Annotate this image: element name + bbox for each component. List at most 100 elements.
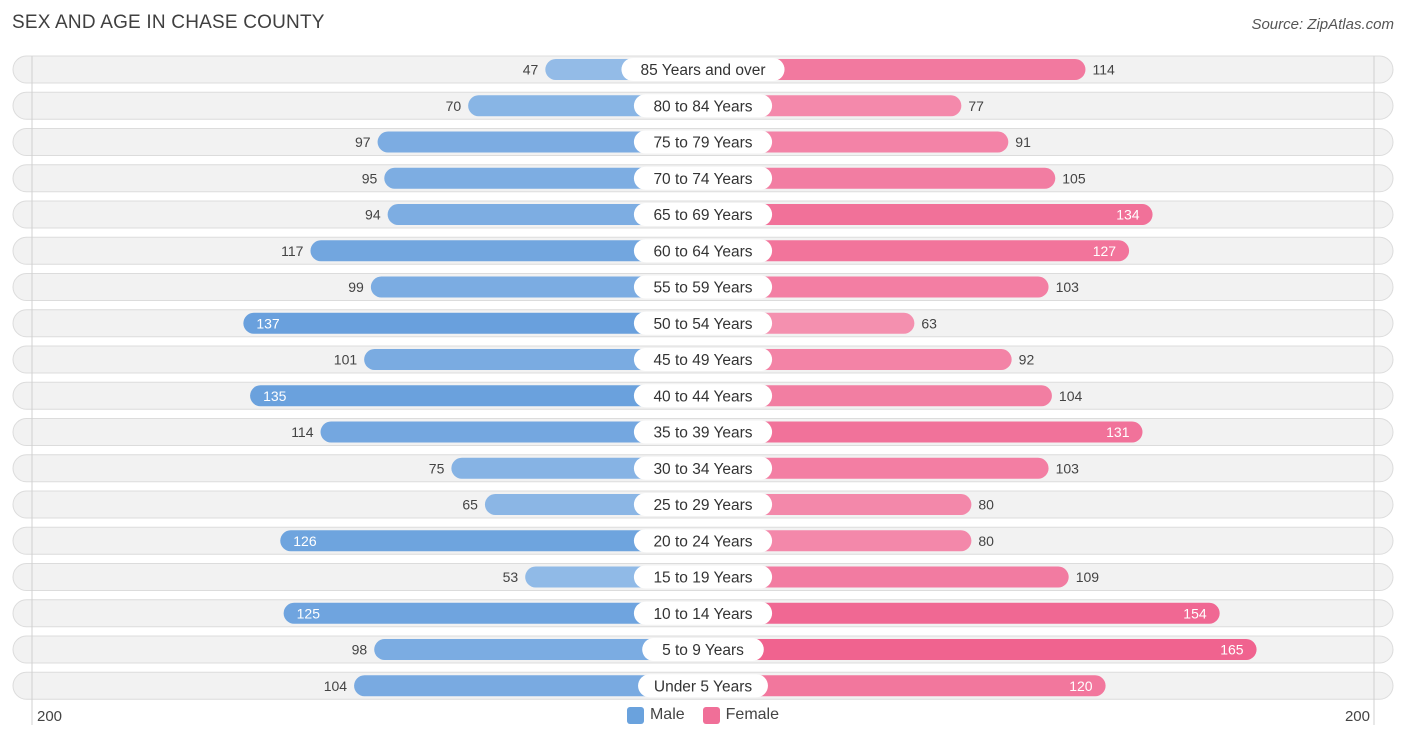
male-value-label: 125	[297, 605, 321, 621]
female-value-label: 134	[1116, 207, 1140, 223]
category-pill	[633, 348, 773, 371]
female-value-label: 114	[1092, 62, 1115, 78]
male-bar	[377, 131, 703, 153]
female-value-label: 80	[978, 533, 994, 549]
category-pill	[633, 94, 773, 118]
male-value-label: 75	[429, 460, 445, 476]
category-label: 30 to 34 Years	[653, 461, 752, 478]
male-bar	[250, 385, 703, 407]
female-value-label: 63	[921, 315, 937, 331]
male-value-label: 137	[256, 315, 280, 331]
category-pill	[633, 384, 773, 408]
male-bar	[387, 204, 703, 225]
female-bar	[703, 276, 1049, 298]
female-bar	[703, 457, 1049, 479]
category-pill	[633, 493, 773, 516]
female-value-label: 165	[1220, 642, 1244, 658]
female-bar	[703, 566, 1069, 588]
legend-item-female[interactable]: Female	[702, 706, 780, 724]
legend-item-male[interactable]: Male	[626, 706, 685, 724]
category-label: 25 to 29 Years	[653, 497, 752, 514]
category-label: 40 to 44 Years	[653, 388, 752, 405]
female-value-label: 104	[1059, 388, 1083, 404]
male-bar	[354, 675, 703, 697]
category-pill	[621, 58, 785, 81]
chart-title: SEX AND AGE IN CHASE COUNTY	[12, 12, 325, 33]
female-bar	[703, 602, 1220, 624]
category-pill	[633, 239, 773, 263]
male-value-label: 104	[324, 678, 348, 694]
female-bar	[703, 675, 1106, 697]
female-bar	[703, 421, 1143, 443]
female-value-label: 127	[1093, 243, 1117, 259]
category-label: 10 to 14 Years	[653, 606, 752, 623]
female-bar	[703, 349, 1012, 370]
category-label: 60 to 64 Years	[653, 243, 752, 260]
female-swatch	[702, 706, 720, 724]
female-value-label: 80	[978, 497, 994, 513]
female-value-label: 120	[1069, 678, 1093, 694]
category-pill	[633, 420, 773, 444]
category-pill	[633, 601, 773, 625]
legend-male-label: Male	[649, 706, 685, 723]
category-pill	[642, 638, 764, 661]
category-pill	[633, 130, 773, 154]
category-pill	[633, 529, 773, 553]
female-bar	[703, 167, 1056, 189]
source-label: Source: ZipAtlas.com	[1251, 16, 1394, 33]
male-value-label: 126	[293, 533, 317, 549]
category-label: 45 to 49 Years	[653, 352, 752, 369]
male-bar	[374, 639, 703, 660]
female-bar	[703, 59, 1086, 80]
category-pill	[633, 311, 773, 335]
category-label: 75 to 79 Years	[653, 135, 752, 152]
male-bar	[320, 421, 703, 443]
male-bar	[243, 312, 704, 334]
male-bar	[310, 240, 703, 262]
female-value-label: 109	[1076, 569, 1100, 585]
category-label: Under 5 Years	[654, 678, 752, 695]
male-value-label: 101	[334, 352, 358, 368]
male-bar	[384, 167, 703, 189]
female-value-label: 105	[1062, 170, 1086, 186]
male-value-label: 95	[362, 170, 378, 186]
male-value-label: 47	[523, 62, 539, 78]
category-pill	[633, 275, 773, 299]
female-bar	[703, 240, 1130, 262]
male-value-label: 99	[348, 279, 364, 295]
category-pill	[633, 565, 773, 589]
female-bar	[703, 385, 1052, 407]
male-value-label: 97	[355, 134, 371, 150]
category-label: 20 to 24 Years	[653, 533, 752, 550]
male-bar	[283, 602, 703, 624]
male-value-label: 135	[263, 388, 287, 404]
male-value-label: 65	[462, 497, 478, 513]
category-label: 50 to 54 Years	[653, 316, 752, 333]
male-swatch	[626, 706, 644, 724]
category-label: 85 Years and over	[641, 62, 766, 79]
female-value-label: 103	[1056, 460, 1080, 476]
female-value-label: 92	[1019, 352, 1035, 368]
male-value-label: 70	[446, 98, 462, 114]
male-bar	[280, 530, 703, 552]
female-bar	[703, 639, 1257, 660]
male-value-label: 114	[291, 424, 314, 440]
category-pill	[633, 456, 773, 480]
female-value-label: 103	[1056, 279, 1080, 295]
legend-female-label: Female	[725, 706, 780, 723]
category-pill	[633, 166, 773, 190]
male-bar	[370, 276, 703, 298]
female-value-label: 91	[1015, 134, 1031, 150]
category-label: 15 to 19 Years	[653, 570, 752, 587]
category-label: 5 to 9 Years	[662, 642, 744, 659]
female-value-label: 77	[968, 98, 984, 114]
category-label: 80 to 84 Years	[653, 98, 752, 115]
category-label: 35 to 39 Years	[653, 425, 752, 442]
female-value-label: 154	[1183, 605, 1207, 621]
category-pill	[638, 674, 768, 698]
male-value-label: 117	[281, 243, 304, 259]
category-label: 65 to 69 Years	[653, 207, 752, 224]
female-value-label: 131	[1106, 424, 1130, 440]
category-label: 55 to 59 Years	[653, 280, 752, 297]
